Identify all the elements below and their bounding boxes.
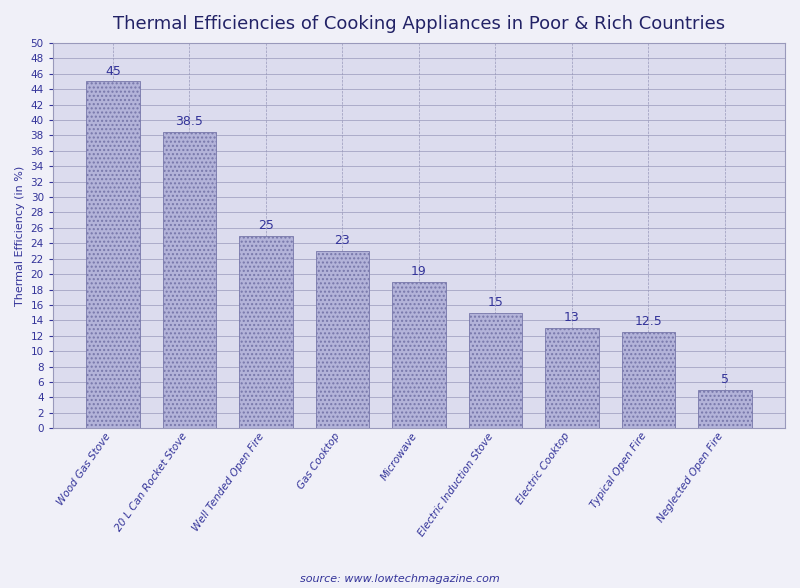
Text: 25: 25 (258, 219, 274, 232)
Bar (392, 282, 446, 428)
Y-axis label: Thermal Efficiency (in %): Thermal Efficiency (in %) (15, 165, 25, 306)
Bar (622, 332, 675, 428)
Text: 19: 19 (411, 265, 426, 278)
Bar (162, 132, 216, 428)
Bar (86, 81, 140, 428)
Title: Thermal Efficiencies of Cooking Appliances in Poor & Rich Countries: Thermal Efficiencies of Cooking Applianc… (113, 15, 725, 33)
Text: 15: 15 (487, 296, 503, 309)
Bar (469, 313, 522, 428)
Text: 13: 13 (564, 311, 580, 324)
Text: 12.5: 12.5 (634, 315, 662, 328)
Text: source: www.lowtechmagazine.com: source: www.lowtechmagazine.com (300, 574, 500, 584)
Text: 5: 5 (721, 373, 729, 386)
Bar (545, 328, 598, 428)
Text: 23: 23 (334, 234, 350, 247)
Text: 38.5: 38.5 (175, 115, 203, 128)
Bar (316, 251, 369, 428)
Text: 45: 45 (105, 65, 121, 78)
Bar (239, 236, 293, 428)
Bar (698, 390, 752, 428)
